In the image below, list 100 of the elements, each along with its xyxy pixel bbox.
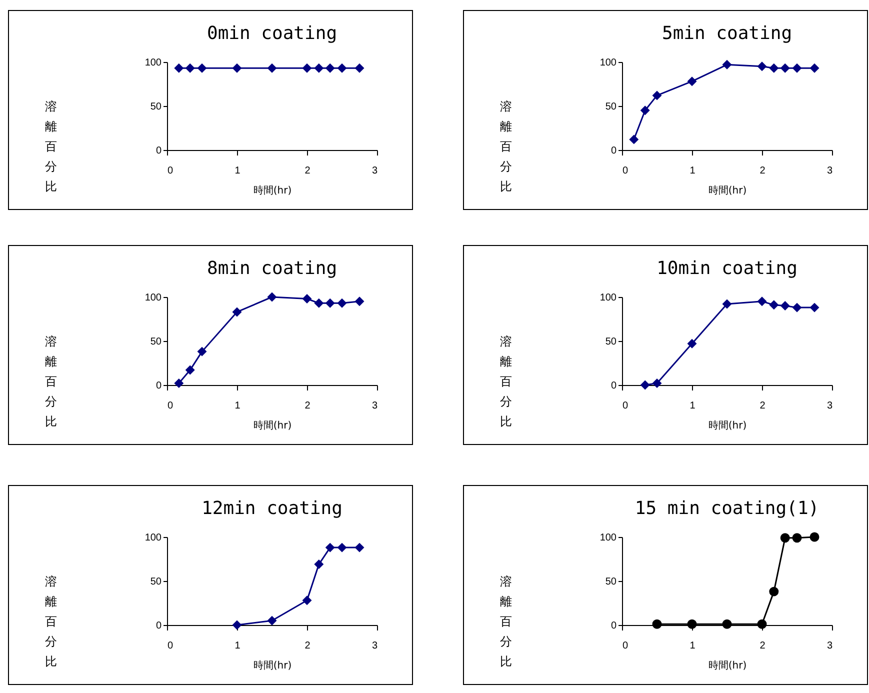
point xyxy=(792,302,802,312)
point xyxy=(722,619,732,629)
x-axis-title: 時間(hr) xyxy=(252,660,292,672)
y-tick-label: 100 xyxy=(144,58,162,68)
x-tick-label: 3 xyxy=(826,640,832,652)
x-tick-label: 2 xyxy=(304,400,310,412)
x-tick-label: 0 xyxy=(622,640,628,652)
point xyxy=(722,299,732,309)
x-tick-label: 3 xyxy=(371,400,378,412)
y-tick-label: 50 xyxy=(604,102,616,112)
point xyxy=(174,378,184,388)
point xyxy=(232,620,242,630)
point xyxy=(196,346,206,356)
x-tick-label: 0 xyxy=(167,166,173,176)
x-axis-title: 時間(hr) xyxy=(252,184,292,196)
point xyxy=(686,338,696,348)
point xyxy=(640,106,650,116)
y-tick-label: 50 xyxy=(150,576,162,588)
point xyxy=(686,76,696,86)
point xyxy=(809,532,819,542)
y-tick-label: 100 xyxy=(599,292,616,304)
point xyxy=(324,298,334,308)
chart-title: 8min coating xyxy=(206,258,337,279)
x-tick-label: 2 xyxy=(304,166,310,176)
point xyxy=(640,380,650,390)
x-tick-label: 1 xyxy=(234,640,240,652)
y-axis-title: 溶離百分比 xyxy=(499,334,512,428)
point xyxy=(652,90,662,100)
point xyxy=(354,542,364,552)
y-tick-label: 0 xyxy=(155,620,162,632)
chart-title: 5min coating xyxy=(661,23,792,44)
point xyxy=(756,296,766,306)
x-tick-label: 0 xyxy=(622,400,628,412)
point xyxy=(266,616,276,626)
point xyxy=(756,619,766,629)
y-axis-title: 溶離百分比 xyxy=(44,100,56,194)
point xyxy=(184,365,194,375)
y-axis-title: 溶離百分比 xyxy=(44,574,56,668)
x-tick-label: 2 xyxy=(759,640,766,652)
x-tick-label: 0 xyxy=(167,400,173,412)
y-tick-label: 0 xyxy=(610,146,616,156)
y-tick-label: 50 xyxy=(150,102,162,112)
y-axis-title: 溶離百分比 xyxy=(44,334,56,428)
y-tick-label: 100 xyxy=(599,532,616,544)
point xyxy=(768,586,778,596)
y-axis-title: 溶離百分比 xyxy=(499,574,512,668)
point xyxy=(314,298,324,308)
x-tick-label: 2 xyxy=(759,166,766,176)
x-tick-label: 3 xyxy=(371,166,378,176)
point xyxy=(652,619,662,629)
point xyxy=(722,60,732,70)
y-tick-label: 50 xyxy=(604,336,616,348)
point xyxy=(336,298,346,308)
y-tick-label: 100 xyxy=(144,292,162,304)
point xyxy=(756,62,766,72)
x-tick-label: 1 xyxy=(234,166,240,176)
chart-title: 12min coating xyxy=(201,498,342,519)
point xyxy=(302,294,312,304)
point xyxy=(792,63,802,73)
x-tick-label: 3 xyxy=(371,640,378,652)
point xyxy=(324,542,334,552)
x-tick-label: 2 xyxy=(759,400,766,412)
x-axis-title: 時間(hr) xyxy=(708,184,746,196)
x-tick-label: 0 xyxy=(622,166,628,176)
y-tick-label: 0 xyxy=(155,146,162,156)
point xyxy=(686,619,696,629)
y-tick-label: 0 xyxy=(610,380,616,392)
point xyxy=(266,292,276,302)
point xyxy=(354,296,364,306)
x-tick-label: 1 xyxy=(689,166,696,176)
y-tick-label: 0 xyxy=(610,620,616,632)
x-axis-title: 時間(hr) xyxy=(252,420,292,432)
point xyxy=(809,302,819,312)
x-tick-label: 1 xyxy=(689,400,696,412)
y-tick-label: 0 xyxy=(155,380,162,392)
y-tick-label: 100 xyxy=(599,58,616,68)
x-tick-label: 1 xyxy=(689,640,696,652)
y-tick-label: 50 xyxy=(150,336,162,348)
y-tick-label: 100 xyxy=(144,532,162,544)
point xyxy=(809,63,819,73)
x-tick-label: 2 xyxy=(304,640,310,652)
point xyxy=(792,533,802,543)
point xyxy=(232,307,242,317)
point xyxy=(780,533,790,543)
point xyxy=(768,63,778,73)
point xyxy=(780,63,790,73)
chart-title: 0min coating xyxy=(206,23,337,44)
x-axis-title: 時間(hr) xyxy=(708,420,746,432)
x-tick-label: 0 xyxy=(167,640,173,652)
point xyxy=(302,596,312,606)
chart-title: 15 min coating(1) xyxy=(634,498,819,519)
point xyxy=(780,301,790,311)
x-tick-label: 1 xyxy=(234,400,240,412)
point xyxy=(652,378,662,388)
point xyxy=(628,134,638,144)
point xyxy=(768,300,778,310)
y-tick-label: 50 xyxy=(604,576,616,588)
point xyxy=(336,542,346,552)
point xyxy=(314,560,324,570)
x-tick-label: 3 xyxy=(826,400,832,412)
